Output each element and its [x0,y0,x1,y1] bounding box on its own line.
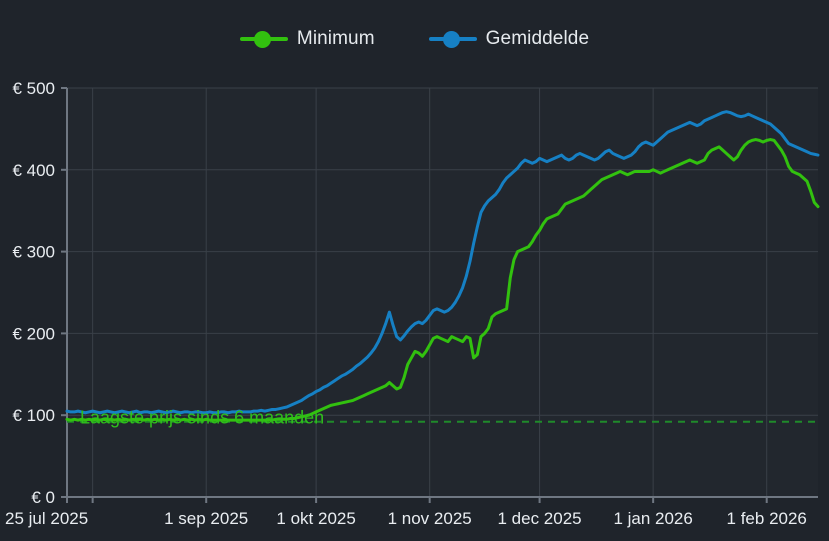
x-tick-label: 25 jul 2025 [5,509,88,528]
legend-swatch-minimum [239,29,288,49]
x-tick-label: 1 sep 2025 [164,509,248,528]
y-tick-label: € 200 [12,324,55,343]
legend-label-gemiddelde: Gemiddelde [485,28,590,49]
x-tick-label: 1 dec 2025 [498,509,582,528]
plot-background [67,88,818,497]
x-tick-label: 1 feb 2026 [727,509,807,528]
series-line [65,138,820,422]
x-tick-label: 1 nov 2025 [388,509,472,528]
y-tick-label: € 400 [12,161,55,180]
legend-item-minimum[interactable]: Minimum [239,28,375,50]
x-axis-labels: 25 jul 2025 1 sep 2025 1 okt 2025 1 nov 202… [5,509,807,528]
axis-lines [66,88,818,498]
legend-label-minimum: Minimum [296,28,375,49]
grid-lines [67,87,818,497]
x-axis-ticks [66,497,768,503]
y-tick-label: € 100 [12,406,55,425]
legend-swatch-gemiddelde [428,29,477,49]
legend-dot-gemiddelde [442,31,460,48]
x-tick-label: 1 okt 2025 [276,509,355,528]
chart-annotation: Laagste prijs sinds 6 maanden [80,408,324,428]
y-tick-label: € 500 [12,79,55,98]
y-axis-ticks [61,87,67,498]
series-line [65,110,820,415]
y-tick-label: € 300 [12,243,55,262]
chart-legend: Minimum Gemiddelde [0,22,829,56]
legend-dot-minimum [253,31,271,48]
annotation-label: Laagste prijs sinds 6 maanden [80,408,324,428]
y-tick-label: € 0 [31,488,55,507]
data-series [65,110,820,422]
legend-item-gemiddelde[interactable]: Gemiddelde [428,28,590,50]
x-tick-label: 1 jan 2026 [613,509,692,528]
y-axis-labels: € 0 € 100 € 200 € 300 € 400 € 500 [12,79,55,507]
